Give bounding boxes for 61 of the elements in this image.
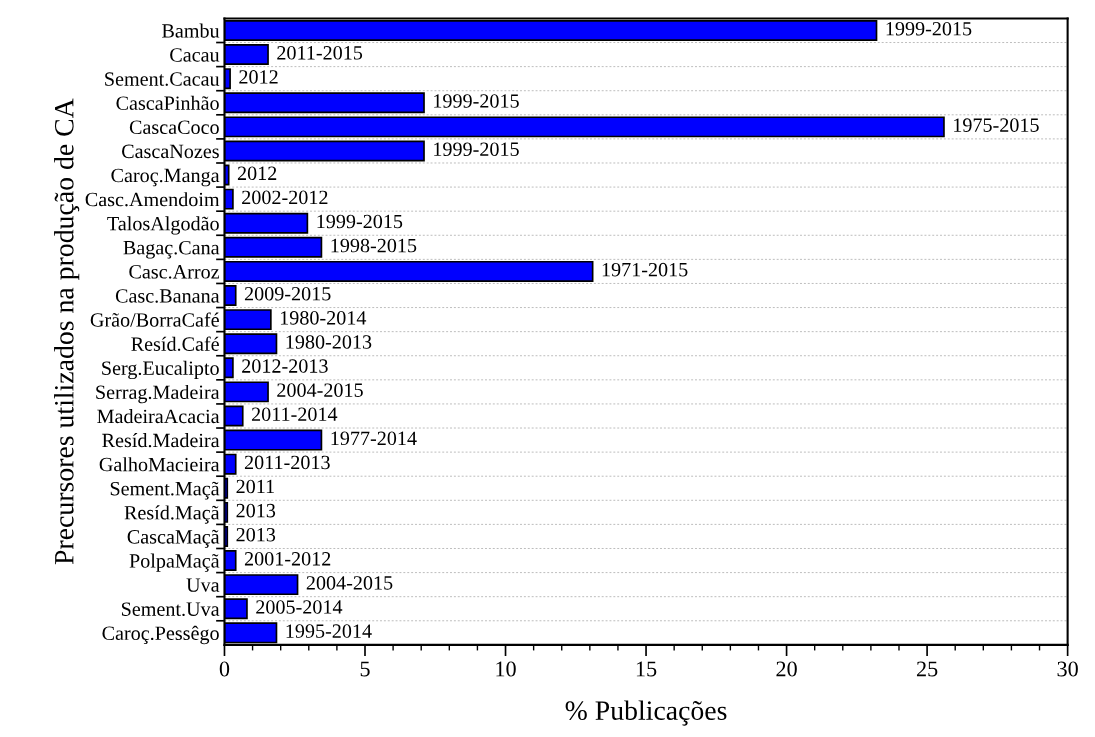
annotation: 1999-2015 [434,142,519,156]
y-tick-label: Casc.Banana [115,289,220,303]
annotation: 1980-2014 [280,311,367,325]
annotation: 2005-2014 [256,600,343,614]
annotation: 2011-2014 [251,407,338,422]
annotation: 2012 [237,166,277,181]
y-tick-label: Resíd.Madeira [102,433,220,448]
y-tick-label: CascaCoco [129,120,219,135]
x-tick-label: 20 [776,661,797,677]
x-tick-label: 25 [916,661,938,677]
y-tick-label: Sement.Maçã [110,481,220,500]
annotation: 1999-2015 [434,94,519,108]
annotation: 1998-2015 [331,238,417,253]
x-tick-label: 5 [360,661,370,677]
y-tick-label: Serg.Eucalipto [102,360,219,380]
annotation: 1980-2013 [286,335,372,349]
y-tick-label: CascaPinhão [116,95,219,110]
annotation: 2013 [236,503,276,518]
y-tick-label: Caroç.Manga [111,168,220,187]
x-tick-label: 15 [636,661,657,677]
y-tick-label: MadeiraAcacia [97,408,220,424]
y-tick-label: Casc.Amendoim [85,192,220,207]
annotation: 2012 [239,70,278,84]
x-axis-title: % Publicações [565,700,727,726]
annotation: 2004-2015 [277,383,363,397]
annotation: 2012-2013 [242,359,328,373]
y-tick-label: Sement.Uva [121,602,220,617]
x-tick-label: 0 [219,661,230,677]
annotation: 2011-2015 [277,46,363,60]
y-tick-label: Uva [186,578,220,592]
y-tick-label: Bambu [162,23,220,38]
y-axis-title: Precursores utilizados na produção de CA [54,98,80,565]
annotation: 1971-2015 [602,262,688,277]
annotation: 2011 [236,479,274,494]
x-tick-label: 10 [496,661,516,677]
y-tick-label: CascaMaçã [127,529,220,548]
annotation: 1999-2015 [317,214,403,229]
y-tick-label: Bagaç.Cana [123,240,220,259]
y-tick-label: Casc.Arroz [129,265,220,279]
y-tick-label: TalosAlgodão [107,216,219,235]
y-tick-label: PolpaMaçã [129,553,220,572]
annotation: 2004-2015 [306,576,393,590]
y-tick-label: Grão/BorraCafé [90,312,219,327]
annotation: 2011-2013 [244,455,330,470]
y-tick-label: Cacau [170,48,220,62]
annotation: 1975-2015 [954,118,1039,132]
annotation: 1999-2015 [886,21,972,36]
annotation: 2002-2012 [242,190,328,205]
y-tick-label: GalhoMacieira [99,457,220,472]
y-tick-label: Sement.Cacau [105,72,220,86]
y-tick-label: Serrag.Madeira [96,384,220,404]
y-tick-label: CascaNozes [122,144,219,159]
annotation: 1995-2014 [286,624,372,638]
annotation: 2013 [236,527,276,542]
annotation: 1977-2014 [331,431,417,446]
x-tick-label: 30 [1057,661,1078,677]
annotation: 2009-2015 [244,286,331,301]
annotation: 2001-2012 [244,552,331,566]
y-tick-label: Resíd.Café [131,336,219,351]
y-tick-label: Resíd.Maçã [124,505,220,524]
y-tick-label: Caroç.Pessêgo [102,625,219,645]
